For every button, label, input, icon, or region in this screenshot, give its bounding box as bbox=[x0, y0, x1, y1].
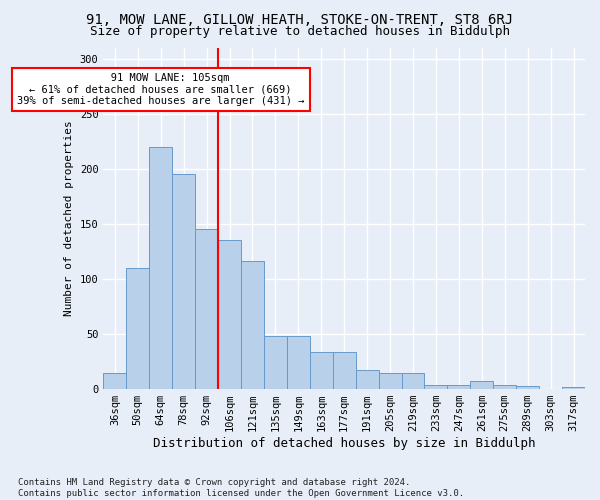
Y-axis label: Number of detached properties: Number of detached properties bbox=[64, 120, 74, 316]
Bar bbox=[195, 230, 218, 389]
Bar bbox=[264, 336, 287, 389]
Text: Contains HM Land Registry data © Crown copyright and database right 2024.
Contai: Contains HM Land Registry data © Crown c… bbox=[18, 478, 464, 498]
Bar bbox=[401, 372, 424, 389]
Bar bbox=[333, 352, 356, 389]
Bar bbox=[149, 146, 172, 389]
Text: 91 MOW LANE: 105sqm
← 61% of detached houses are smaller (669)
39% of semi-detac: 91 MOW LANE: 105sqm ← 61% of detached ho… bbox=[17, 73, 304, 106]
Bar bbox=[516, 386, 539, 389]
Text: Size of property relative to detached houses in Biddulph: Size of property relative to detached ho… bbox=[90, 25, 510, 38]
Bar bbox=[103, 372, 127, 389]
Bar bbox=[218, 240, 241, 389]
Bar bbox=[287, 336, 310, 389]
X-axis label: Distribution of detached houses by size in Biddulph: Distribution of detached houses by size … bbox=[153, 437, 535, 450]
Bar bbox=[448, 384, 470, 389]
Bar bbox=[241, 262, 264, 389]
Bar bbox=[562, 387, 585, 389]
Bar bbox=[493, 384, 516, 389]
Bar bbox=[172, 174, 195, 389]
Bar bbox=[424, 384, 448, 389]
Bar bbox=[470, 382, 493, 389]
Text: 91, MOW LANE, GILLOW HEATH, STOKE-ON-TRENT, ST8 6RJ: 91, MOW LANE, GILLOW HEATH, STOKE-ON-TRE… bbox=[86, 12, 514, 26]
Bar bbox=[310, 352, 333, 389]
Bar bbox=[379, 372, 401, 389]
Bar bbox=[356, 370, 379, 389]
Bar bbox=[127, 268, 149, 389]
